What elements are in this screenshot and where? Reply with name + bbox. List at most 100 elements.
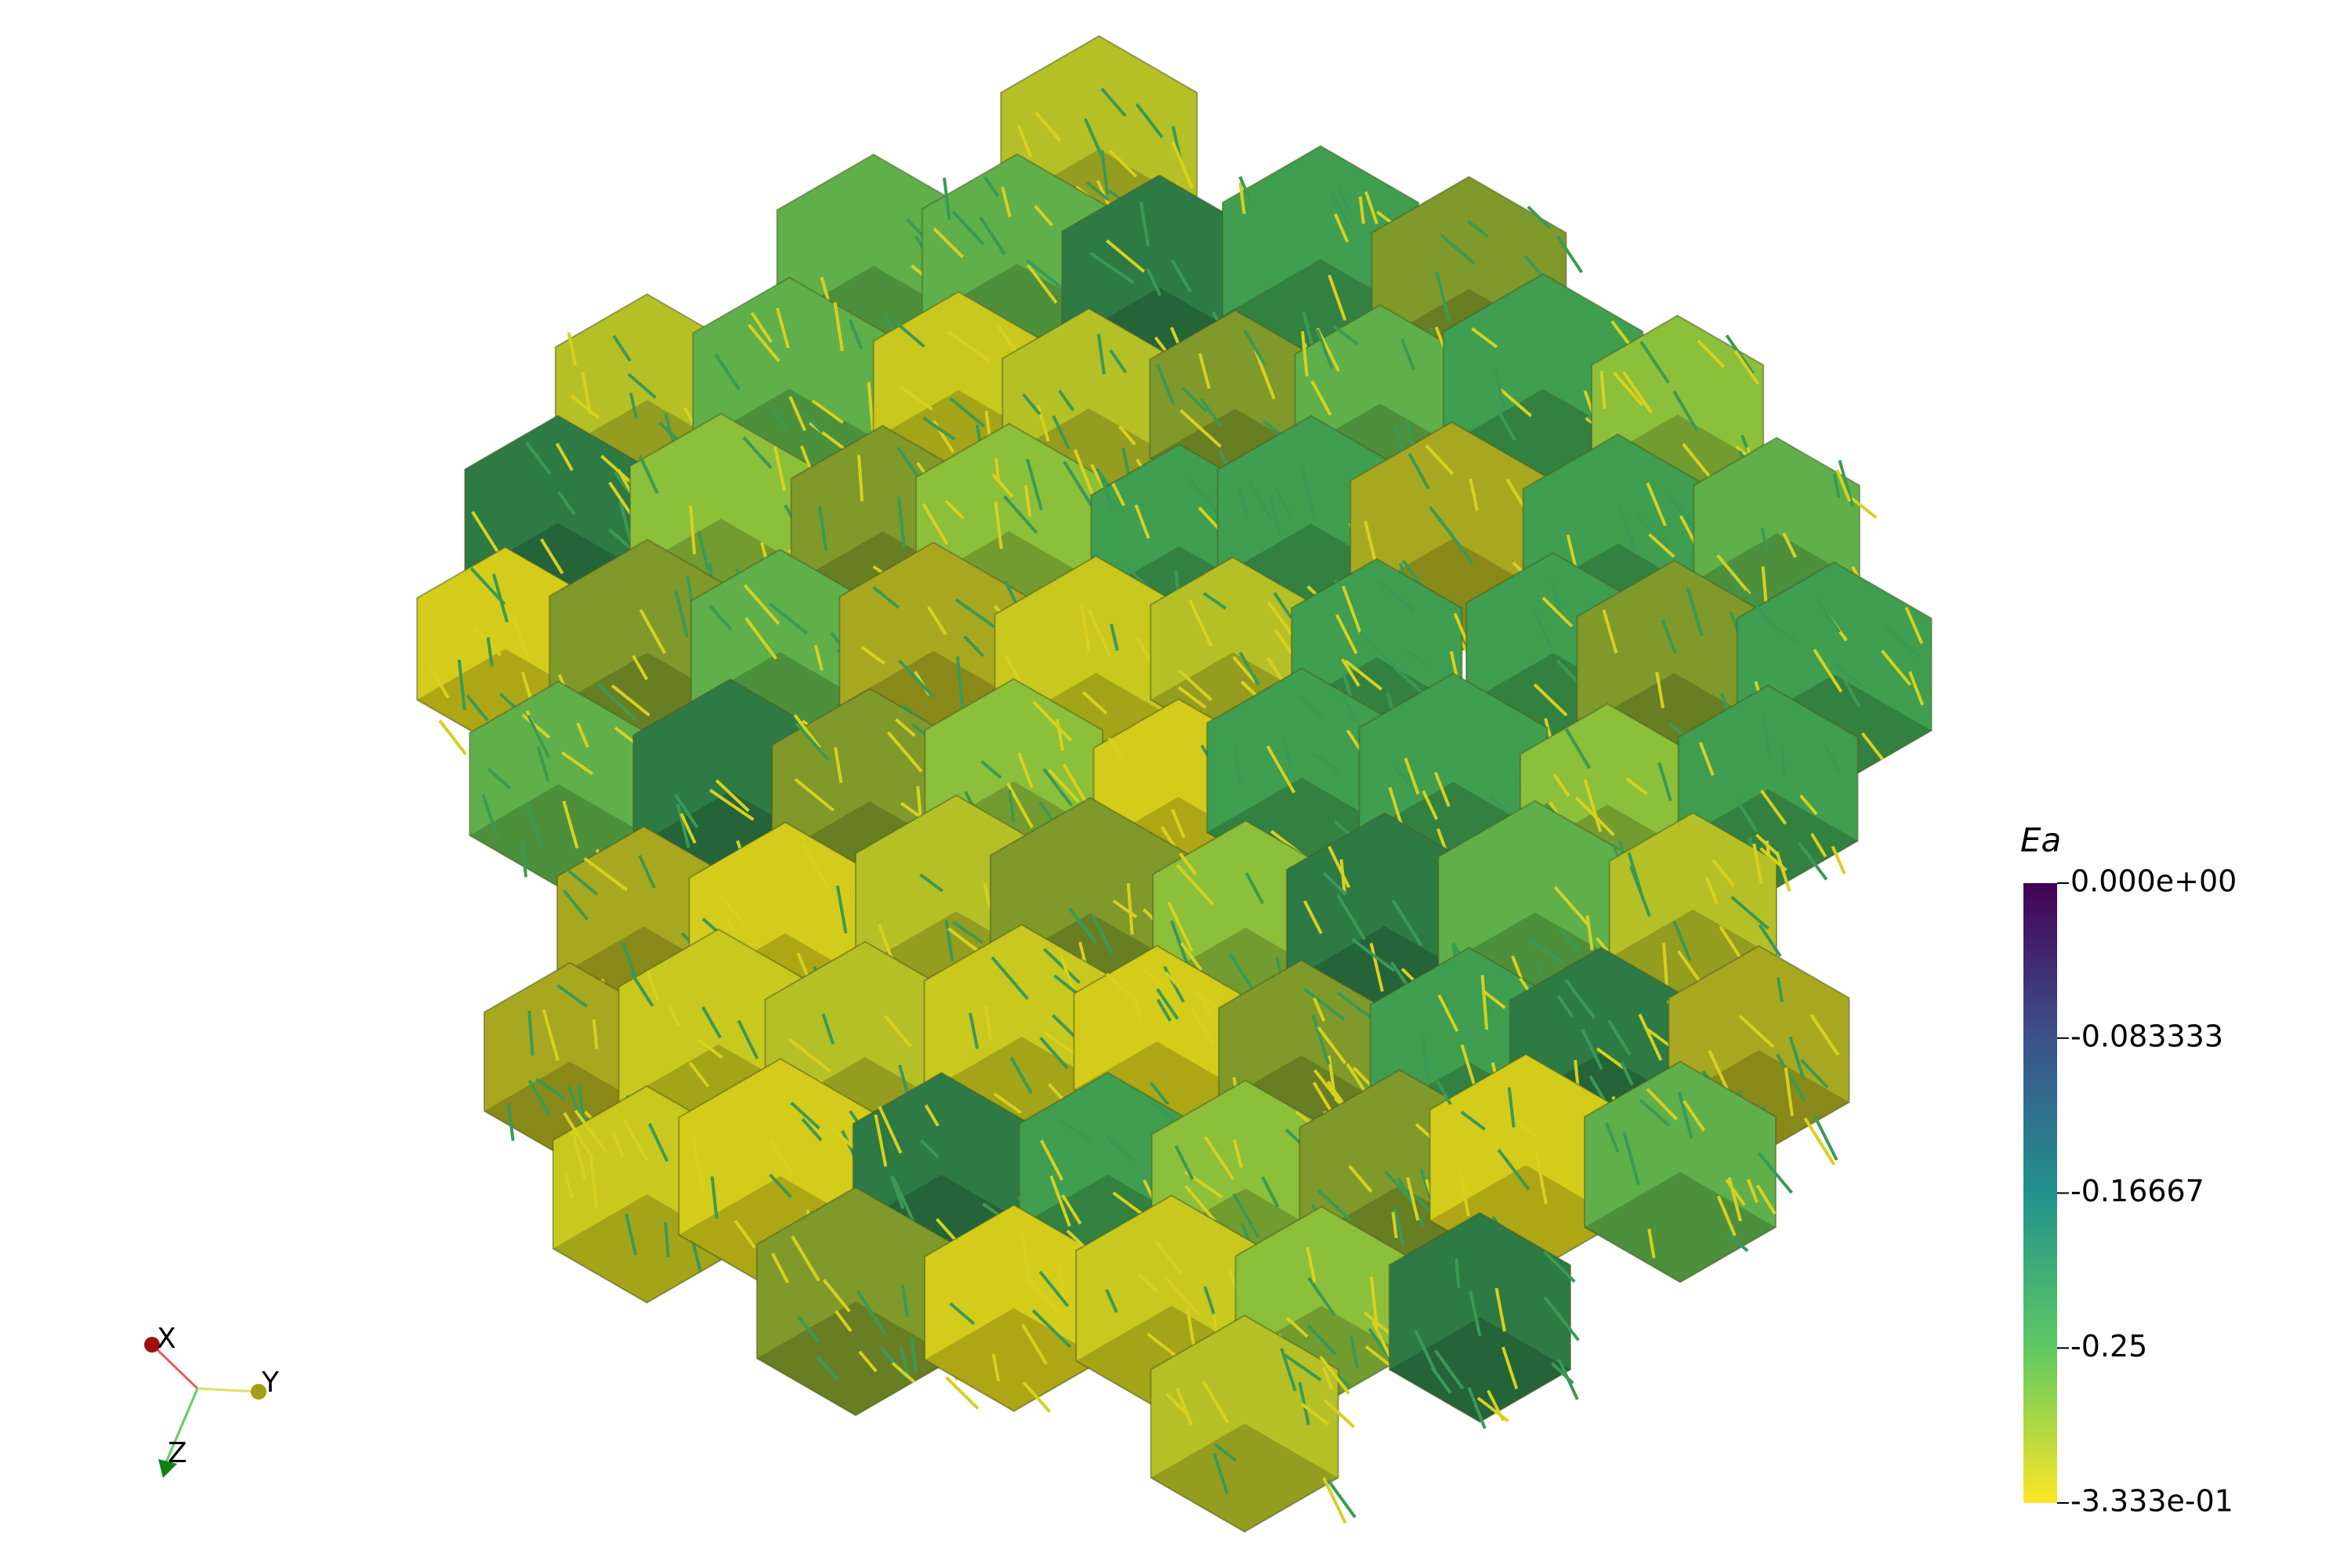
arrow-glyph [1552,773,1570,797]
arrow-glyph [1342,585,1363,635]
arrow-glyph [1531,607,1555,654]
arrow-glyph [944,1376,980,1410]
cell-shade [1207,777,1396,887]
arrow-glyph [991,1353,1001,1382]
arrow-glyph [1348,1164,1373,1193]
arrow-glyph [1622,1132,1640,1186]
arrow-glyph [715,779,750,813]
arrow-glyph [581,371,592,415]
cell-shade [1295,403,1465,502]
arrow-glyph [1269,496,1282,538]
arrow-glyph [1358,196,1365,224]
axis-y-label: Y [261,1367,280,1399]
arrow-glyph [1146,268,1162,296]
arrow-glyph [983,176,1000,197]
arrow-glyph [1034,205,1054,227]
arrow-glyph [1780,748,1787,777]
arrow-glyph [963,635,985,657]
arrow-glyph [788,396,806,432]
arrow-glyph [809,422,847,451]
arrow-glyph [1285,1316,1309,1338]
arrow-glyph [1469,1291,1482,1337]
arrow-glyph [1725,1231,1749,1252]
arrow-glyph [1497,1149,1531,1191]
arrow-glyph [1627,852,1643,893]
arrow-glyph [1422,790,1439,820]
arrow-glyph [596,683,637,721]
arrow-glyph [858,1350,878,1373]
arrow-glyph [1201,1380,1230,1424]
arrow-glyph [1686,587,1704,637]
arrow-glyph [697,531,710,570]
arrow-glyph [1421,1035,1429,1077]
arrow-glyph [1178,669,1213,701]
arrow-glyph [1788,1036,1806,1079]
arrow-glyph [1400,339,1415,371]
arrow-glyph [701,1005,722,1039]
arrow-glyph [1469,478,1479,511]
arrow-glyph [1164,1276,1201,1316]
arrow-glyph [991,473,1014,498]
arrow-glyph [1165,971,1186,994]
arrow-glyph [891,1362,916,1384]
arrow-glyph [667,1004,681,1027]
arrow-glyph [1204,1136,1235,1181]
arrow-glyph [742,436,773,469]
arrow-glyph [996,324,1018,353]
arrow-glyph [1009,1056,1033,1095]
arrow-glyph [1317,1027,1347,1065]
arrow-glyph [951,920,984,944]
arrow-glyph [1860,732,1884,761]
arrow-glyph [895,718,916,737]
arrow-glyph [1170,920,1190,969]
arrow-glyph [797,1316,820,1344]
arrow-glyph [980,760,1002,780]
arrow-glyph [1156,998,1172,1022]
arrow-glyph [567,1085,585,1128]
arrow-glyph [1186,476,1223,517]
arrow-glyph [1052,415,1070,450]
arrow-glyph [802,843,830,889]
arrow-glyph [994,501,1003,549]
arrow-glyph [1040,1139,1064,1181]
arrow-glyph [1883,625,1922,659]
arrow-glyph [1556,235,1583,273]
arrow-glyph [1813,1114,1838,1161]
arrow-glyph [1784,1067,1794,1117]
arrow-glyph [632,654,649,681]
arrow-glyph [1797,842,1828,881]
arrow-glyph [790,1101,820,1130]
arrow-glyph [1436,1080,1452,1106]
arrow-glyph [1375,578,1415,612]
arrow-glyph [969,1012,980,1049]
arrow-glyph [1243,329,1266,366]
arrow-glyph [889,1175,905,1209]
arrow-glyph [1454,1258,1461,1288]
arrow-glyph [1008,789,1016,823]
arrow-glyph [1322,1476,1347,1524]
arrow-glyph [589,1153,599,1209]
arrow-glyph [1646,1088,1679,1121]
arrow-glyph [679,813,697,844]
arrow-glyph [492,574,509,623]
arrow-glyph [1081,691,1108,715]
arrow-glyph [750,312,773,343]
arrow-glyph [1238,176,1252,202]
arrow-glyph [1533,683,1568,717]
arrow-glyph [1315,328,1334,369]
arrow-glyph [1049,1175,1071,1227]
arrow-glyph [1109,349,1128,374]
arrow-glyph [734,1219,756,1249]
arrow-glyph [1299,694,1324,719]
arrow-glyph [926,606,947,636]
arrow-glyph [795,722,831,762]
arrow-glyph [1414,1330,1436,1372]
arrow-glyph [1661,943,1669,993]
arrow-glyph [801,1117,823,1142]
arrow-glyph [1734,798,1759,833]
arrow-glyph [1487,1389,1505,1422]
arrow-glyph [900,1284,909,1317]
arrow-glyph [1317,1189,1352,1222]
arrow-glyph [1038,1270,1070,1308]
arrow-glyph [1171,809,1186,838]
